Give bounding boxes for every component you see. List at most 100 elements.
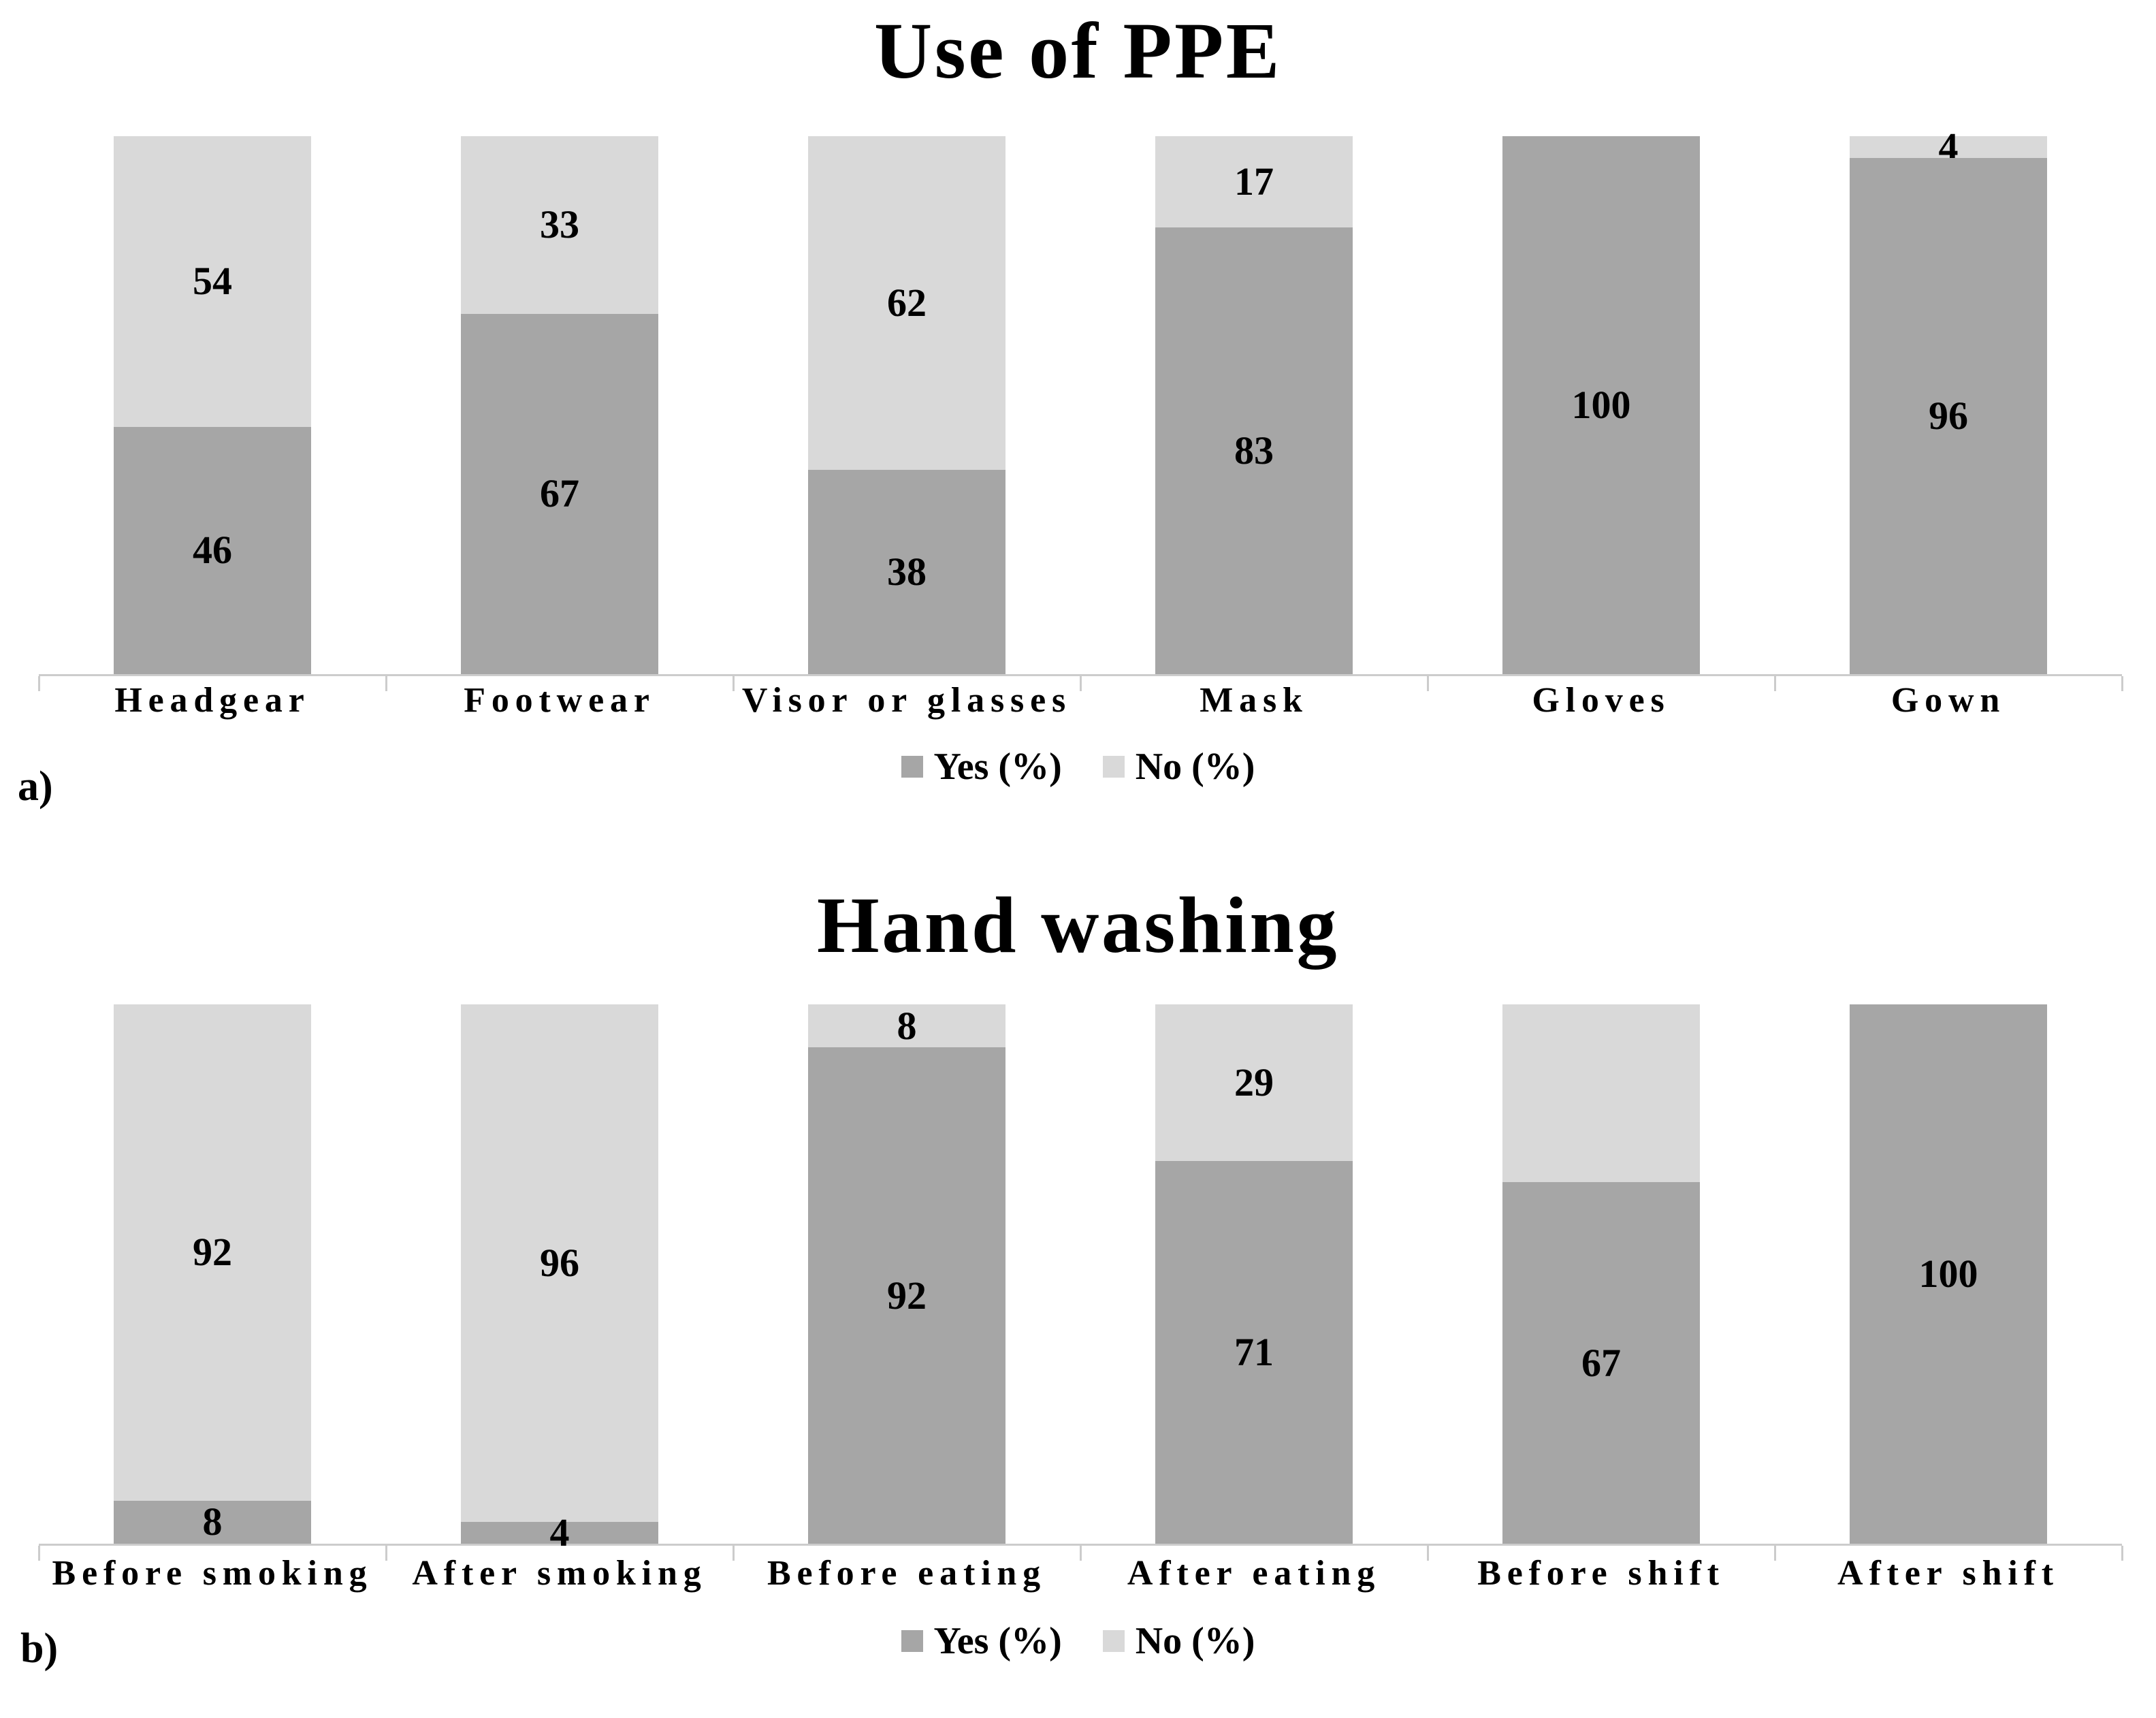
axis-tick [1080,676,1082,691]
axis-tick [2121,676,2123,691]
panel-label-a: a) [18,763,53,810]
legend-label-yes: Yes (%) [933,746,1062,788]
bar-segment-yes: 67 [1502,1182,1701,1544]
axis-tick [1080,1546,1082,1561]
bar-column: 4 96 [1775,127,2122,674]
bar-column: 67 [1428,1004,1775,1544]
hand-washing-legend: Yes (%) No (%) [0,1622,2156,1660]
bar-segment-yes: 96 [1849,157,2048,674]
bar-segment-no [1502,1004,1701,1183]
axis-tick [38,676,40,691]
bar-column: 33 67 [386,136,733,674]
stacked-bar: 67 [1502,1004,1701,1544]
legend-entry-yes: Yes (%) [901,1622,1062,1660]
legend-label-no: No (%) [1135,746,1255,788]
legend-entry-yes: Yes (%) [901,748,1062,786]
bar-column: 100 [1775,1004,2122,1544]
data-label: 8 [897,1003,917,1048]
bar-segment-yes: 38 [807,469,1006,674]
bar-segment-no: 54 [113,136,312,427]
ppe-plot-area: 54 46 33 67 62 38 17 83 100 4 96 [38,127,2123,691]
data-label: 33 [540,202,579,247]
data-label: 96 [540,1241,579,1286]
bar-column: 54 46 [39,136,386,674]
data-label: 96 [1929,393,1968,438]
category-label: Headgear [114,681,310,720]
bar-column: 29 71 [1080,1004,1428,1544]
category-label: Visor or glasses [741,681,1072,720]
axis-tick [385,676,387,691]
data-label: 92 [887,1273,927,1318]
axis-tick [1774,1546,1776,1561]
bar-segment-no: 29 [1155,1004,1353,1161]
data-label: 100 [1571,383,1631,427]
data-label: 71 [1234,1329,1274,1374]
bar-segment-no: 33 [460,136,659,314]
legend-swatch-yes-icon [901,756,923,778]
bar-segment-no: 92 [113,1004,312,1501]
category-label: Before smoking [52,1554,373,1593]
stacked-bar: 4 96 [1849,127,2048,674]
axis-tick [1774,676,1776,691]
bar-column: 92 8 [39,1004,386,1544]
data-label: 4 [549,1510,570,1555]
category-label: Before eating [767,1554,1046,1593]
data-label: 54 [193,259,232,304]
stacked-bar: 62 38 [807,136,1006,674]
data-label: 67 [540,471,579,516]
legend-label-yes: Yes (%) [933,1620,1062,1662]
category-label: Gown [1890,681,2006,720]
ppe-category-axis: Headgear Footwear Visor or glasses Mask Glov… [39,681,2122,720]
hand-washing-plot-area: 92 8 96 4 8 92 29 71 67 100 [38,1004,2123,1561]
category-label: Before shift [1477,1554,1725,1593]
bar-column: 96 4 [386,1004,733,1553]
axis-tick [2121,1546,2123,1561]
legend-label-no: No (%) [1135,1620,1255,1662]
bar-segment-yes: 100 [1849,1004,2048,1544]
axis-tick [1426,676,1429,691]
data-label: 29 [1234,1060,1274,1104]
bar-segment-no: 62 [807,136,1006,470]
legend-swatch-no-icon [1102,756,1125,778]
category-label: After shift [1837,1554,2059,1593]
stacked-bar: 33 67 [460,136,659,674]
legend-entry-no: No (%) [1102,1620,1255,1662]
stacked-bar: 96 4 [460,1004,659,1553]
category-label: Gloves [1532,681,1671,720]
category-label: After smoking [412,1554,707,1593]
bar-segment-yes: 8 [113,1499,312,1544]
bar-column: 62 38 [733,136,1080,674]
bar-column: 100 [1428,136,1775,674]
bar-segment-no: 17 [1155,136,1353,228]
axis-tick [732,1546,735,1561]
data-label: 38 [887,549,927,594]
data-label: 8 [202,1499,223,1544]
axis-tick [1426,1546,1429,1561]
data-label: 46 [193,528,232,573]
data-label: 62 [887,280,927,325]
axis-tick [732,676,735,691]
category-label: Footwear [464,681,656,720]
stacked-bar: 100 [1502,136,1701,674]
data-label: 92 [193,1230,232,1275]
legend-swatch-no-icon [1102,1630,1125,1652]
bar-segment-no: 8 [807,1003,1006,1048]
hand-washing-chart-title: Hand washing [816,880,1340,970]
bar-column: 17 83 [1080,136,1428,674]
bar-segment-yes: 83 [1155,227,1353,674]
stacked-bar: 100 [1849,1004,2048,1544]
bar-segment-yes: 4 [460,1513,659,1553]
data-label: 17 [1234,159,1274,204]
legend-swatch-yes-icon [901,1630,923,1652]
bar-column: 8 92 [733,1004,1080,1544]
panel-label-b: b) [20,1625,59,1672]
data-label: 100 [1918,1252,1978,1296]
data-label: 67 [1581,1340,1621,1385]
ppe-chart-title: Use of PPE [873,6,1283,95]
bar-segment-no: 96 [460,1004,659,1523]
bar-segment-yes: 46 [113,426,312,674]
bar-segment-yes: 100 [1502,136,1701,674]
stacked-bar: 54 46 [113,136,312,674]
stacked-bar: 29 71 [1155,1004,1353,1544]
legend-entry-no: No (%) [1102,746,1255,788]
